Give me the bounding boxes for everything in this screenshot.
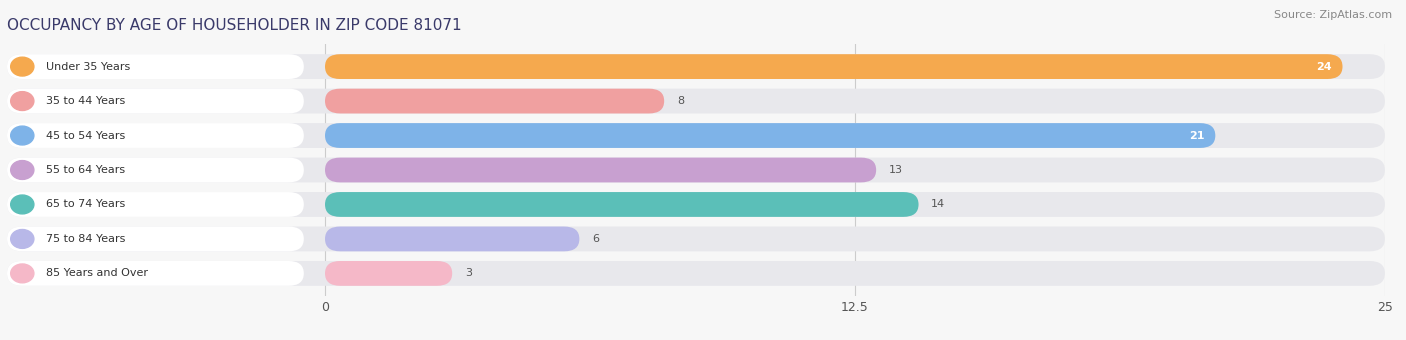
FancyBboxPatch shape (325, 261, 453, 286)
Text: OCCUPANCY BY AGE OF HOUSEHOLDER IN ZIP CODE 81071: OCCUPANCY BY AGE OF HOUSEHOLDER IN ZIP C… (7, 18, 461, 33)
FancyBboxPatch shape (7, 226, 304, 251)
Circle shape (11, 230, 34, 248)
FancyBboxPatch shape (7, 89, 1385, 114)
FancyBboxPatch shape (7, 123, 1385, 148)
Text: 13: 13 (889, 165, 903, 175)
FancyBboxPatch shape (7, 261, 304, 286)
Text: 21: 21 (1189, 131, 1205, 140)
FancyBboxPatch shape (7, 226, 1385, 251)
FancyBboxPatch shape (7, 89, 304, 114)
Text: Source: ZipAtlas.com: Source: ZipAtlas.com (1274, 10, 1392, 20)
Circle shape (11, 126, 34, 145)
Text: 65 to 74 Years: 65 to 74 Years (46, 200, 125, 209)
FancyBboxPatch shape (7, 192, 304, 217)
Circle shape (11, 195, 34, 214)
FancyBboxPatch shape (325, 226, 579, 251)
Circle shape (11, 92, 34, 111)
Circle shape (11, 160, 34, 180)
Text: 8: 8 (676, 96, 683, 106)
Text: 3: 3 (465, 268, 472, 278)
Circle shape (11, 264, 34, 283)
Text: 24: 24 (1316, 62, 1331, 72)
FancyBboxPatch shape (325, 192, 918, 217)
Text: 75 to 84 Years: 75 to 84 Years (46, 234, 125, 244)
Text: 85 Years and Over: 85 Years and Over (46, 268, 148, 278)
FancyBboxPatch shape (325, 123, 1215, 148)
Text: 35 to 44 Years: 35 to 44 Years (46, 96, 125, 106)
FancyBboxPatch shape (7, 261, 1385, 286)
FancyBboxPatch shape (7, 158, 1385, 182)
FancyBboxPatch shape (325, 158, 876, 182)
Text: 55 to 64 Years: 55 to 64 Years (46, 165, 125, 175)
FancyBboxPatch shape (7, 123, 304, 148)
Text: 6: 6 (592, 234, 599, 244)
FancyBboxPatch shape (7, 54, 304, 79)
FancyBboxPatch shape (7, 158, 304, 182)
Text: Under 35 Years: Under 35 Years (46, 62, 131, 72)
Text: 14: 14 (931, 200, 945, 209)
FancyBboxPatch shape (7, 54, 1385, 79)
FancyBboxPatch shape (7, 192, 1385, 217)
FancyBboxPatch shape (325, 89, 664, 114)
FancyBboxPatch shape (325, 54, 1343, 79)
Text: 45 to 54 Years: 45 to 54 Years (46, 131, 125, 140)
Circle shape (11, 57, 34, 76)
